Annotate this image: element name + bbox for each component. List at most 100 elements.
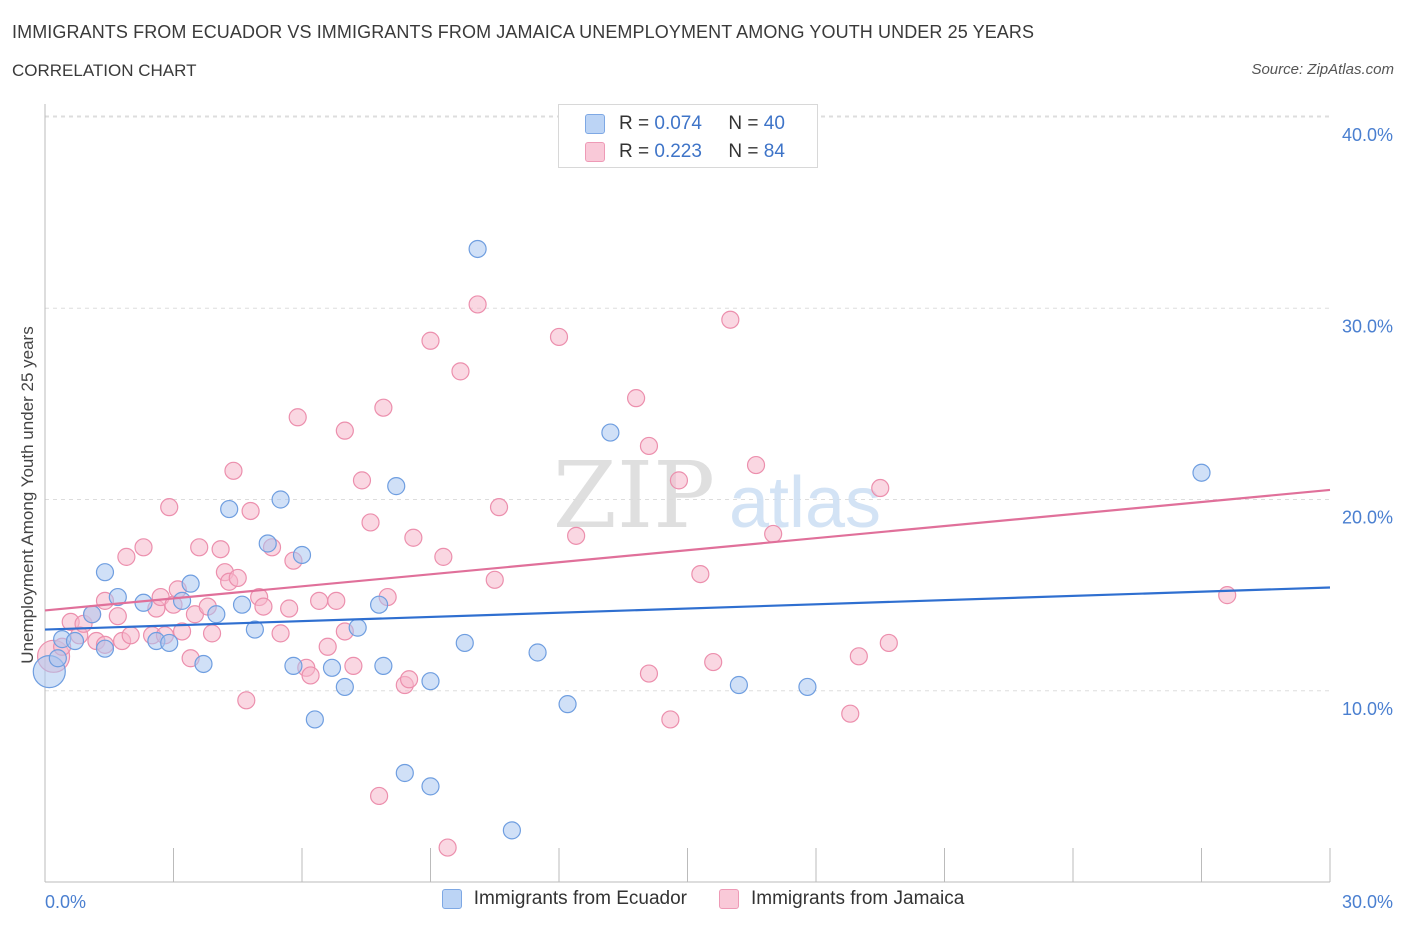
jamaica-point	[117, 547, 136, 566]
jamaica-point	[764, 524, 783, 544]
jamaica-trend-line	[44, 488, 1331, 612]
ecuador-point	[194, 654, 213, 674]
ecuador-point	[292, 545, 312, 565]
ecuador-point	[335, 677, 354, 697]
legend-item-ecuador[interactable]: Immigrants from Ecuador	[441, 888, 687, 910]
jamaica-swatch	[585, 142, 605, 162]
n-label: N =	[728, 141, 759, 162]
jamaica-point	[172, 622, 192, 641]
jamaica-point	[335, 421, 354, 440]
chart-subtitle: CORRELATION CHART	[12, 61, 197, 80]
ecuador-point	[172, 591, 192, 610]
chart-title: IMMIGRANTS FROM ECUADOR VS IMMIGRANTS FR…	[12, 22, 1035, 42]
ecuador-point	[65, 631, 85, 651]
r-label: R =	[619, 113, 650, 134]
x-tick-label: 0.0%	[45, 892, 86, 912]
jamaica-point	[399, 670, 419, 689]
jamaica-point	[879, 633, 898, 653]
jamaica-point	[134, 538, 153, 557]
jamaica-point	[121, 626, 140, 645]
jamaica-point	[639, 664, 659, 683]
jamaica-points	[36, 295, 1237, 857]
jamaica-point	[254, 597, 273, 616]
jamaica-point	[669, 471, 689, 490]
ecuador-point	[160, 633, 179, 653]
stats-legend: R = 0.074 N = 40 R = 0.223 N = 84	[558, 104, 818, 168]
watermark: ZIP atlas	[553, 442, 881, 549]
ecuador-point	[322, 658, 342, 677]
ecuador-point	[271, 490, 290, 509]
jamaica-point	[721, 310, 740, 329]
jamaica-point	[434, 547, 453, 566]
jamaica-point	[468, 295, 487, 314]
jamaica-point	[871, 478, 890, 498]
source-credit: Source: ZipAtlas.com	[1251, 61, 1394, 78]
ecuador-point	[374, 656, 393, 675]
jamaica-point	[228, 568, 247, 588]
jamaica-point	[352, 471, 372, 490]
jamaica-point	[211, 540, 230, 559]
jamaica-point	[421, 331, 440, 350]
y-tick-label: 20.0%	[1342, 508, 1393, 528]
y-tick-label: 30.0%	[1342, 316, 1393, 336]
ecuador-point	[305, 710, 324, 729]
jamaica-point	[404, 528, 423, 547]
jamaica-point	[1218, 586, 1237, 605]
jamaica-point	[841, 704, 860, 723]
jamaica-point	[661, 710, 680, 729]
jamaica-point	[549, 327, 569, 347]
jamaica-point	[438, 838, 457, 857]
jamaica-point	[451, 362, 470, 381]
ecuador-point	[220, 499, 239, 519]
jamaica-point	[567, 526, 586, 545]
n-label: N =	[728, 113, 759, 134]
axes	[44, 104, 1331, 883]
ecuador-point	[729, 675, 749, 695]
jamaica-point	[361, 513, 380, 532]
y-tick-label: 10.0%	[1342, 699, 1393, 719]
legend-row-jamaica: R = 0.223 N = 84	[585, 140, 785, 164]
r-value: 0.223	[654, 141, 702, 162]
jamaica-point	[849, 647, 868, 666]
ecuador-swatch	[585, 114, 605, 134]
legend-item-jamaica[interactable]: Immigrants from Jamaica	[719, 888, 964, 910]
ecuador-point	[108, 587, 127, 607]
ecuador-point	[387, 477, 406, 496]
ecuador-point	[348, 618, 367, 637]
jamaica-point	[704, 652, 723, 672]
jamaica-point	[108, 607, 127, 626]
jamaica-legend-swatch	[719, 889, 739, 909]
x-tick-label: 30.0%	[1342, 892, 1393, 912]
jamaica-point	[691, 564, 710, 584]
ecuador-point	[258, 534, 277, 553]
jamaica-point	[160, 498, 179, 517]
jamaica-point	[485, 570, 504, 589]
ecuador-point	[245, 620, 264, 639]
ecuador-point	[95, 563, 115, 582]
y-tick-label: 40.0%	[1342, 125, 1393, 145]
jamaica-point	[310, 591, 329, 610]
ecuador-point	[95, 639, 115, 658]
jamaica-point	[327, 591, 346, 610]
ecuador-trend-line	[44, 586, 1331, 631]
ecuador-point	[421, 777, 440, 796]
ecuador-point	[370, 595, 389, 614]
ecuador-point	[528, 643, 547, 662]
jamaica-point	[344, 656, 363, 675]
legend-label-jamaica: Immigrants from Jamaica	[751, 888, 965, 909]
jamaica-point	[241, 501, 260, 521]
y-axis-label: Unemployment Among Youth under 25 years	[18, 326, 37, 663]
ecuador-point	[181, 574, 200, 593]
jamaica-point	[489, 498, 509, 517]
legend-label-ecuador: Immigrants from Ecuador	[473, 888, 687, 909]
jamaica-point	[639, 436, 659, 456]
ecuador-point	[48, 649, 67, 668]
ecuador-point	[1192, 463, 1211, 482]
jamaica-point	[280, 599, 299, 618]
jamaica-point	[746, 455, 766, 475]
jamaica-point	[301, 666, 320, 685]
n-value: 40	[763, 113, 785, 134]
ecuador-point	[502, 821, 521, 840]
ecuador-point	[284, 656, 303, 675]
